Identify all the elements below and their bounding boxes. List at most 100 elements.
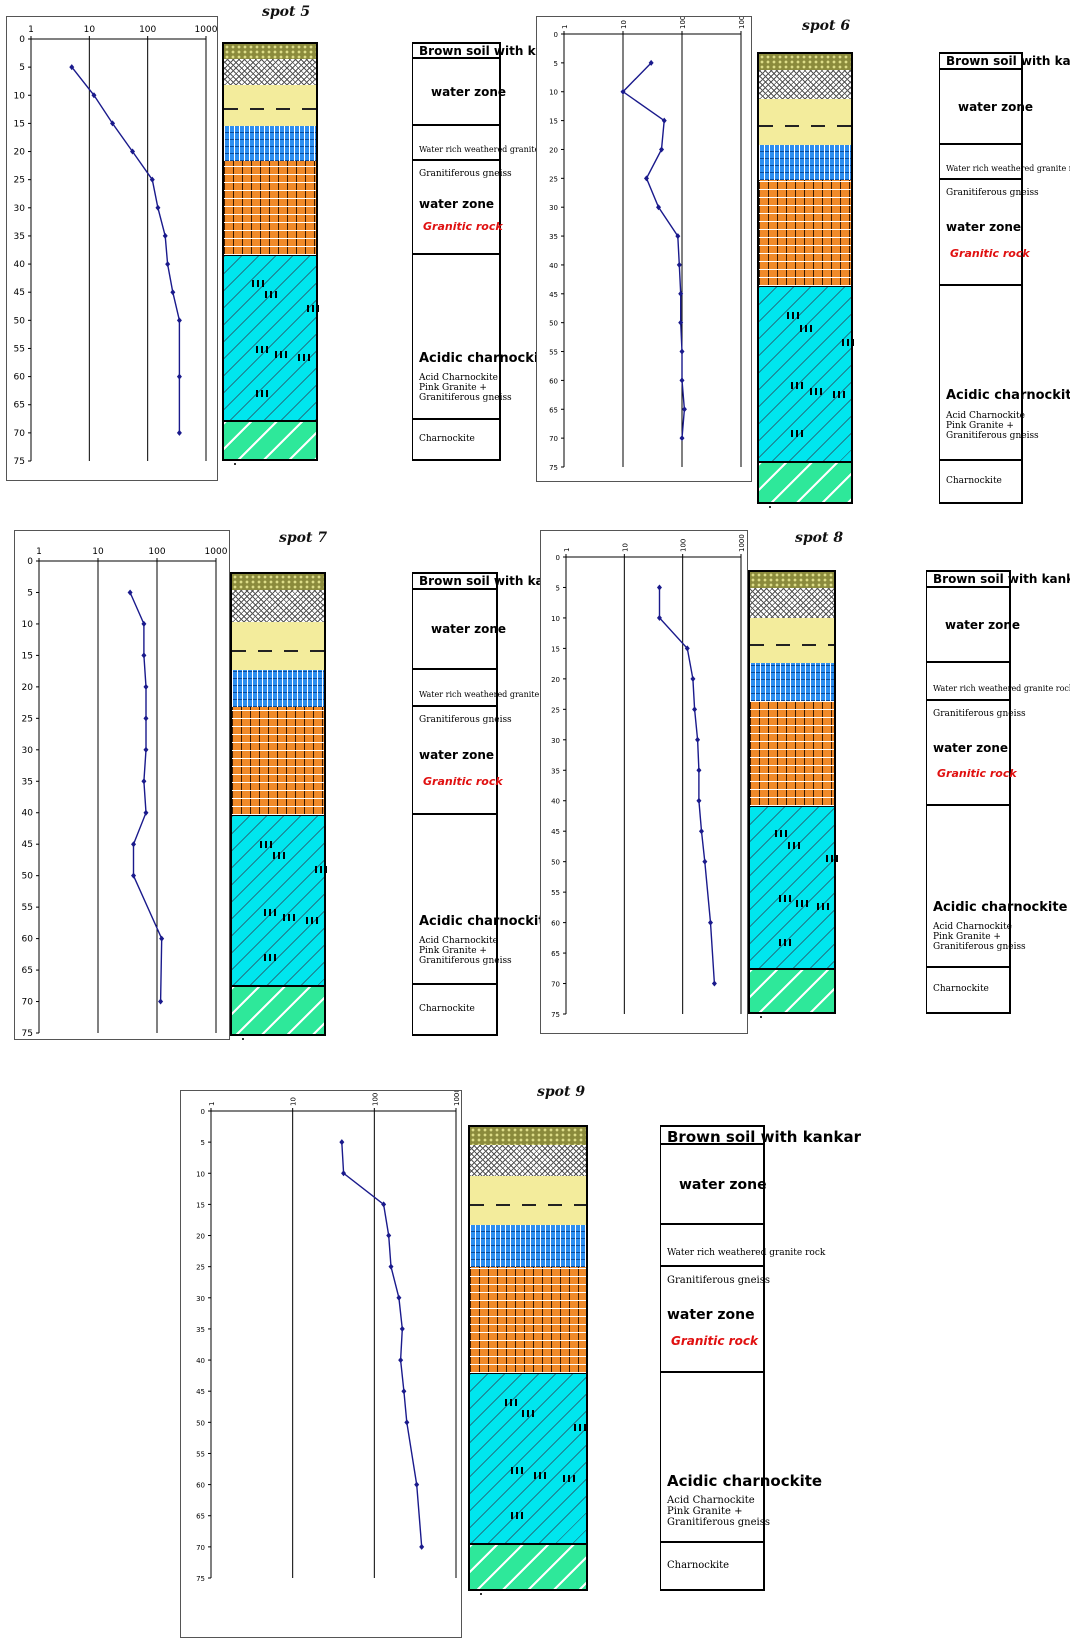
description-box: [413, 126, 499, 161]
layer-gneiss: [750, 701, 834, 806]
x-tick-label: 100: [148, 547, 165, 557]
layer-charnockite: [759, 286, 851, 461]
data-point: [419, 1543, 425, 1550]
label-acid-group: Acid Charnockite Pink Granite + Granitifer…: [419, 373, 512, 404]
y-tick-label: 20: [549, 146, 558, 154]
layer-water-zone: [232, 622, 324, 670]
mineral-mark: [779, 895, 781, 902]
label-acid-line: Pink Granite +: [419, 382, 487, 393]
layer-weathered-granite: [224, 126, 316, 161]
data-point: [130, 148, 136, 155]
stray-mark: [242, 1038, 244, 1040]
y-tick-label: 65: [14, 401, 25, 411]
label-acid-line: Granitiferous gneiss: [419, 955, 512, 966]
mineral-mark: [826, 855, 828, 862]
data-point: [695, 736, 701, 743]
description-box: [413, 161, 499, 255]
y-tick-label: 40: [549, 262, 558, 270]
description-box: [413, 59, 499, 126]
y-tick-label: 75: [196, 1575, 205, 1583]
data-point: [696, 767, 702, 774]
mineral-mark: [505, 1399, 507, 1406]
y-tick-label: 20: [196, 1233, 205, 1241]
y-tick-label: 35: [196, 1326, 205, 1334]
description-box: [927, 572, 1009, 588]
label-water-zone: water zone: [945, 618, 1021, 632]
label-acid-line: Granitiferous gneiss: [667, 1517, 770, 1528]
lithology-column: [757, 52, 853, 504]
label-acid-line: Acid Charnockite: [667, 1495, 755, 1506]
label-weathered-granite: Water rich weathered granite rock: [667, 1248, 826, 1258]
chart-svg: 1 10 100 1000 0 5 10 15 20 25 30 35 40 45 50 55 60 65 70 75: [14, 25, 217, 467]
description-box: [661, 1145, 763, 1225]
y-tick-label: 15: [551, 645, 560, 653]
chart-svg: 1 10 100 1000 0 5 10 15 20 25 30 35 40 45 50 55 60 65 70 75: [549, 17, 746, 472]
data-point: [396, 1294, 402, 1301]
mineral-mark: [264, 909, 266, 916]
data-point: [679, 348, 685, 355]
y-tick-label: 50: [22, 872, 34, 882]
lithology-log: Brown soil with kankar water zone Water ri…: [222, 42, 688, 461]
y-tick-label: 15: [549, 118, 558, 126]
mineral-mark: [791, 382, 793, 389]
data-point: [127, 589, 133, 596]
x-tick-label: 10: [84, 25, 96, 35]
x-tick-label: 1: [561, 25, 569, 29]
y-tick-label: 0: [27, 557, 33, 567]
label-acid-group: Acid Charnockite Pink Granite + Granitifer…: [946, 411, 1039, 442]
label-gneiss: Granitiferous gneiss: [946, 188, 1039, 198]
label-granitic-rock: Granitic rock: [423, 220, 503, 233]
series-line: [341, 1142, 423, 1547]
description-box: [940, 70, 1021, 145]
y-tick-label: 10: [14, 91, 26, 101]
label-water-zone-2: water zone: [419, 197, 495, 211]
y-tick-label: 55: [551, 889, 560, 897]
data-point: [381, 1201, 387, 1208]
label-water-zone-2: water zone: [946, 220, 1022, 234]
data-point: [404, 1419, 410, 1426]
description-box: [940, 145, 1021, 180]
layer-soil: [232, 574, 324, 590]
data-point: [690, 675, 696, 682]
layer-water-zone: [759, 99, 851, 145]
mineral-mark: [260, 841, 262, 848]
layer-water-zone: [224, 85, 316, 126]
y-tick-label: 60: [14, 373, 26, 383]
y-tick-label: 70: [549, 435, 558, 443]
mineral-mark: [256, 346, 258, 353]
x-tick-label: 100: [680, 539, 688, 552]
data-point: [702, 858, 708, 865]
layer-soil: [750, 572, 834, 588]
y-tick-label: 0: [201, 1108, 205, 1116]
label-weathered-granite: Water rich weathered granite rock: [419, 690, 560, 699]
y-tick-label: 0: [556, 554, 560, 562]
lithology-column: [222, 42, 318, 461]
y-tick-label: 50: [551, 859, 560, 867]
data-point: [170, 289, 176, 296]
label-weathered-granite: Water rich weathered granite rock: [419, 145, 560, 154]
y-tick-label: 30: [196, 1295, 205, 1303]
y-tick-label: 30: [549, 204, 558, 212]
mineral-mark: [256, 390, 258, 397]
description-box: [927, 663, 1009, 701]
y-tick-label: 10: [196, 1170, 205, 1178]
y-tick-label: 30: [551, 737, 560, 745]
label-acidic-charnockite: Acidic charnockite: [419, 351, 554, 366]
y-tick-label: 55: [22, 903, 33, 913]
layer-charnockite: [232, 815, 324, 985]
label-acidic-charnockite: Acidic charnockite: [946, 388, 1070, 403]
description-column: Brown soil with kankar water zone Water ri…: [939, 52, 1070, 504]
y-tick-label: 65: [196, 1513, 205, 1521]
mineral-mark: [298, 354, 300, 361]
label-granitic-rock: Granitic rock: [937, 767, 1017, 780]
layer-weathered-granite: [232, 670, 324, 707]
description-box: [413, 815, 496, 985]
chart-svg: 1 10 100 1000 0 5 10 15 20 25 30 35 40 45 50 55 60 65 70 75: [196, 1091, 461, 1583]
layer-gneiss: [224, 161, 316, 255]
layer-charnockite: [750, 806, 834, 968]
label-water-zone: water zone: [431, 85, 507, 99]
stray-mark: [480, 1593, 482, 1595]
label-acid-line: Acid Charnockite: [933, 922, 1012, 932]
label-acidic-charnockite: Acidic charnockite: [419, 914, 554, 929]
y-tick-label: 75: [14, 457, 25, 467]
